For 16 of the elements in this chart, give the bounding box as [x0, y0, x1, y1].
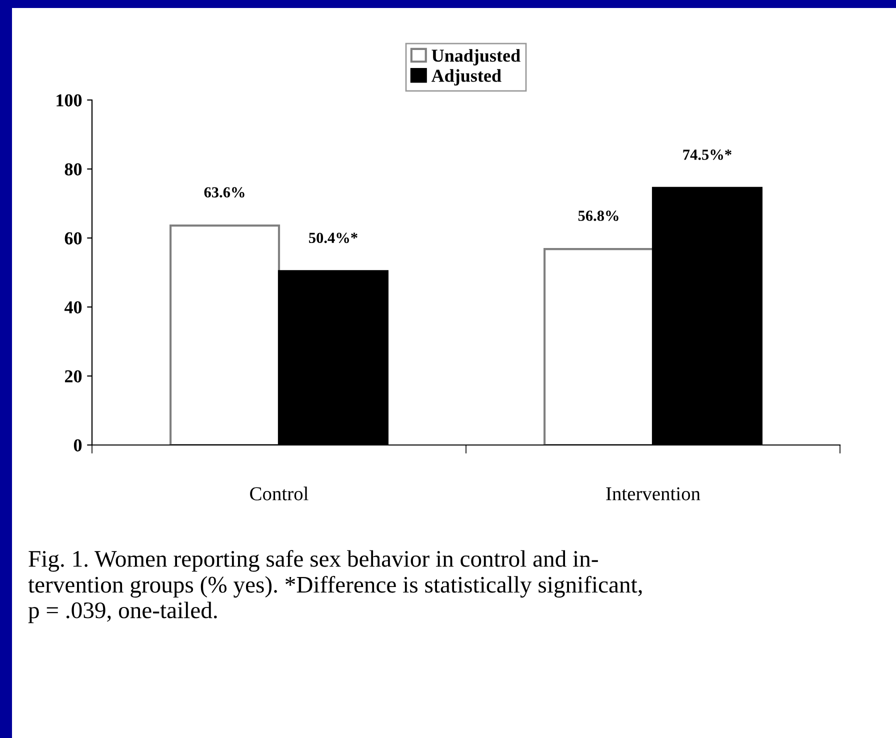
- caption: Fig. 1. Women reporting safe sex behavior in control and in- tervention groups (% yes). *Difference is statistically significant, p = .039, one-tailed.: [28, 550, 642, 624]
- y-tick-label: 20: [64, 370, 82, 382]
- y-tick-label: 100: [56, 94, 82, 106]
- data-label: 56.8%: [578, 210, 618, 222]
- data-label: 63.6%: [204, 187, 244, 198]
- data-label: 74.5%*: [683, 150, 732, 160]
- y-tick-label: 60: [64, 232, 82, 244]
- data-label: 50.4%*: [309, 232, 358, 244]
- y-tick-label: 80: [64, 163, 82, 176]
- legend-label: Adjusted: [431, 69, 502, 86]
- x-tick-label: Intervention: [606, 487, 700, 500]
- legend-label: Unadjusted: [432, 49, 520, 66]
- y-tick-label: 0: [74, 439, 82, 452]
- x-tick-label: Control: [250, 486, 308, 500]
- y-tick-label: 40: [64, 301, 82, 314]
- bar: [169, 224, 280, 445]
